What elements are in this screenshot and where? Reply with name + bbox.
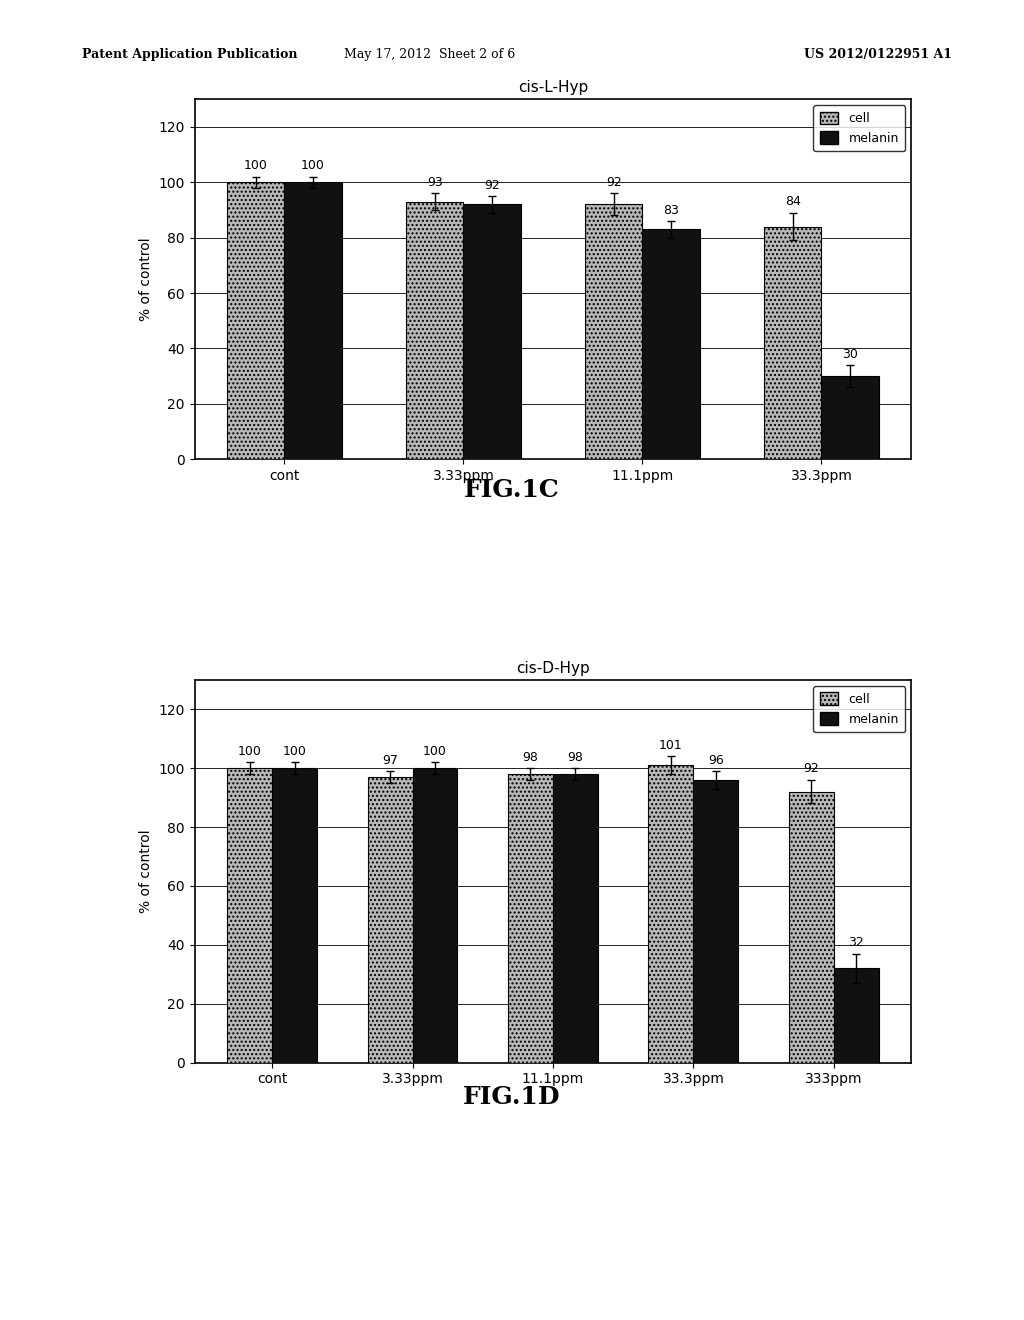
Text: 93: 93: [427, 176, 442, 189]
Text: 92: 92: [606, 176, 622, 189]
Text: May 17, 2012  Sheet 2 of 6: May 17, 2012 Sheet 2 of 6: [344, 48, 516, 61]
Text: 97: 97: [382, 754, 398, 767]
Legend: cell, melanin: cell, melanin: [813, 686, 905, 733]
Bar: [788, 792, 834, 1063]
Bar: [227, 768, 272, 1063]
Bar: [272, 768, 317, 1063]
Text: 84: 84: [785, 195, 801, 209]
Bar: [407, 202, 464, 459]
Bar: [834, 969, 879, 1063]
Legend: cell, melanin: cell, melanin: [813, 106, 905, 152]
Bar: [508, 774, 553, 1063]
Y-axis label: % of control: % of control: [139, 238, 153, 321]
Text: 83: 83: [664, 203, 679, 216]
Bar: [553, 774, 598, 1063]
Bar: [413, 768, 458, 1063]
Text: 92: 92: [484, 180, 500, 191]
Text: 98: 98: [567, 751, 584, 764]
Bar: [464, 205, 521, 459]
Bar: [285, 182, 342, 459]
Text: 100: 100: [238, 744, 261, 758]
Bar: [585, 205, 642, 459]
Text: 32: 32: [849, 936, 864, 949]
Bar: [693, 780, 738, 1063]
Bar: [227, 182, 285, 459]
Bar: [368, 777, 413, 1063]
Text: 101: 101: [659, 739, 683, 752]
Y-axis label: % of control: % of control: [139, 829, 153, 913]
Bar: [764, 227, 821, 459]
Text: 100: 100: [283, 744, 306, 758]
Title: cis-D-Hyp: cis-D-Hyp: [516, 661, 590, 676]
Title: cis-L-Hyp: cis-L-Hyp: [518, 81, 588, 95]
Text: 100: 100: [244, 160, 267, 173]
Text: 100: 100: [423, 744, 446, 758]
Text: FIG.1C: FIG.1C: [464, 478, 560, 502]
Text: US 2012/0122951 A1: US 2012/0122951 A1: [804, 48, 952, 61]
Text: 30: 30: [842, 348, 858, 360]
Text: Patent Application Publication: Patent Application Publication: [82, 48, 297, 61]
Bar: [648, 766, 693, 1063]
Text: 98: 98: [522, 751, 539, 764]
Bar: [642, 230, 699, 459]
Text: 100: 100: [301, 160, 325, 173]
Text: 92: 92: [804, 763, 819, 776]
Text: FIG.1D: FIG.1D: [463, 1085, 561, 1109]
Text: 96: 96: [708, 754, 724, 767]
Bar: [821, 376, 879, 459]
